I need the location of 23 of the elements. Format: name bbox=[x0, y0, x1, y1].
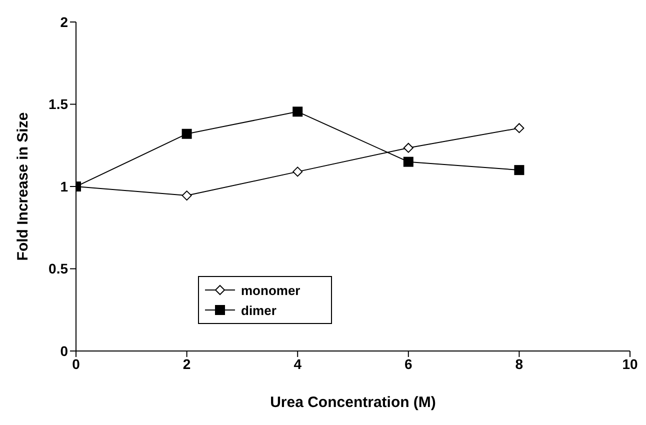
legend-label: monomer bbox=[241, 282, 300, 298]
x-axis-title: Urea Concentration (M) bbox=[270, 394, 436, 411]
point bbox=[403, 142, 414, 153]
x-tick-label: 8 bbox=[515, 356, 524, 372]
x-tick-label: 2 bbox=[182, 356, 191, 372]
x-tick-label: 6 bbox=[404, 356, 412, 372]
point bbox=[403, 156, 414, 167]
y-tick-label: 1 bbox=[60, 178, 68, 194]
point bbox=[514, 165, 524, 176]
x-tick-label: 10 bbox=[622, 356, 638, 372]
y-tick-label: 1.5 bbox=[48, 96, 68, 112]
y-tick-label: 2 bbox=[60, 14, 68, 30]
point bbox=[514, 123, 524, 134]
x-tick-label: 0 bbox=[72, 356, 80, 372]
legend-label: dimer bbox=[241, 302, 276, 318]
x-tick-label: 4 bbox=[294, 356, 302, 372]
y-axis-title: Fold Increase in Size bbox=[14, 112, 32, 261]
point bbox=[292, 106, 303, 117]
point bbox=[182, 128, 192, 139]
y-tick-label: 0.5 bbox=[48, 260, 68, 277]
point bbox=[182, 190, 192, 201]
y-tick-label: 0 bbox=[60, 342, 68, 359]
point bbox=[292, 166, 303, 177]
